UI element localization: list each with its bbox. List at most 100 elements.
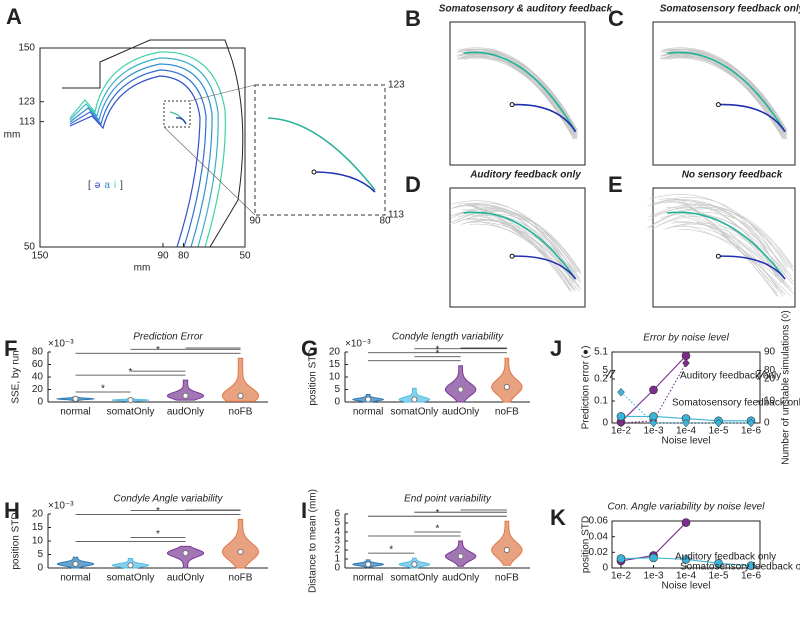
trajectory-sample xyxy=(461,51,575,136)
phonetic-label: [ə a i] xyxy=(88,180,123,191)
inset-trajectory xyxy=(267,117,376,191)
axis-break xyxy=(605,369,612,379)
trajectory-sample xyxy=(647,207,794,267)
chart-title: Prediction Error xyxy=(133,332,203,343)
y-multiplier: ×10⁻³ xyxy=(48,339,74,350)
chart-title: Condyle length variability xyxy=(392,332,504,343)
trajectory-sample xyxy=(652,199,780,272)
significance-label: * xyxy=(156,506,160,517)
violin xyxy=(444,365,477,403)
y-tick-label: 6 xyxy=(334,509,340,520)
phonetic-symbol: [ xyxy=(88,180,91,191)
y-axis-label: Prediction error (●) xyxy=(581,346,592,430)
x-tick-label: audOnly xyxy=(167,407,204,418)
plot-frame xyxy=(449,187,586,308)
y-axis-label: position STD xyxy=(581,516,592,573)
annotation: Auditory feedback only xyxy=(680,371,781,382)
median-marker xyxy=(411,561,418,568)
x-axis-label: Noise level xyxy=(662,436,711,447)
y-tick-label: 20 xyxy=(32,384,44,395)
start-point xyxy=(509,253,515,259)
trajectory-sample xyxy=(457,203,571,279)
significance-label: * xyxy=(156,529,160,540)
trajectory-sample xyxy=(653,206,787,272)
diamond-marker xyxy=(682,358,690,368)
annotation: Somatosensory feedback only xyxy=(680,562,800,573)
trajectory-sample xyxy=(659,198,777,278)
trajectory-sample xyxy=(664,222,794,282)
trajectory-sample xyxy=(661,51,786,132)
trajectory-sample xyxy=(678,229,794,295)
y-tick-label: 0 xyxy=(602,563,608,574)
median-marker xyxy=(365,561,372,568)
diamond-marker xyxy=(682,418,690,428)
y-tick-label: 40 xyxy=(32,372,44,383)
y-tick-label: 0 xyxy=(334,397,340,408)
y-tick-label: 2 xyxy=(334,545,340,556)
median-marker xyxy=(411,396,418,403)
median-marker xyxy=(365,396,372,403)
mean-trajectory xyxy=(718,255,786,280)
trajectory-sample xyxy=(456,51,577,131)
x-tick-label: 1e-5 xyxy=(708,426,728,437)
x-tick-label: 150 xyxy=(32,251,49,262)
median-marker xyxy=(237,392,244,399)
y-tick-label: 15 xyxy=(32,522,44,533)
x-tick-label: 1e-4 xyxy=(676,426,696,437)
panel-title: Auditory feedback only xyxy=(469,170,581,181)
plot-frame xyxy=(652,21,796,166)
significance-label: * xyxy=(156,345,160,356)
panel-letter: J xyxy=(550,336,562,361)
inset-trajectory xyxy=(313,171,376,193)
circle-marker xyxy=(649,385,658,395)
y-tick-label: 10 xyxy=(32,536,44,547)
median-marker xyxy=(72,395,79,402)
panel-letter: I xyxy=(301,498,307,523)
x-tick-label: noFB xyxy=(495,407,519,418)
panel-title: Somatosensory & auditory feedback xyxy=(439,4,613,15)
trajectory-sample xyxy=(653,200,780,273)
trajectory-sample xyxy=(453,209,577,276)
y-tick-label: 20 xyxy=(32,509,44,520)
phonetic-symbol: ə xyxy=(95,180,101,191)
y-tick-label: 50 xyxy=(24,242,36,253)
trajectory-sample xyxy=(649,194,777,269)
trajectory-sample xyxy=(668,56,787,140)
trajectory-sample xyxy=(663,49,784,134)
panel-letter: G xyxy=(301,336,318,361)
median-marker xyxy=(127,562,134,569)
x-tick-label: somatOnly xyxy=(107,407,155,418)
y-tick-label: 5.1 xyxy=(594,347,608,358)
median-marker xyxy=(503,546,510,554)
trajectory-sample xyxy=(469,214,576,291)
axis-break xyxy=(755,369,762,379)
trajectory-sample xyxy=(469,204,571,290)
median-marker xyxy=(457,553,464,560)
circle-marker xyxy=(714,558,723,568)
x-tick-label: somatOnly xyxy=(390,573,438,584)
y-tick-label: 80 xyxy=(32,347,44,358)
zoom-box xyxy=(163,100,191,128)
x-tick-label: 1e-3 xyxy=(643,571,663,582)
y-tick-label: 1 xyxy=(334,554,340,565)
y-tick-label: 60 xyxy=(32,359,44,370)
chart-title: Error by noise level xyxy=(643,333,729,344)
significance-label: * xyxy=(436,348,440,359)
palate-outline xyxy=(62,39,233,89)
median-marker xyxy=(182,392,189,399)
median-marker xyxy=(503,383,510,391)
panel-letter: D xyxy=(405,172,421,197)
violin xyxy=(398,387,431,403)
x-tick-label: 80 xyxy=(178,251,190,262)
y-axis-label: mm xyxy=(4,130,21,141)
panel-letter: C xyxy=(608,6,624,31)
y-tick-label: 10 xyxy=(329,372,341,383)
y-tick-label: 5 xyxy=(602,365,608,376)
panel-letter: B xyxy=(405,6,421,31)
y-axis-label: Distance to mean (mm) xyxy=(308,489,319,593)
x-tick-label: 1e-4 xyxy=(676,571,696,582)
trajectory-sample xyxy=(647,197,781,267)
x-tick-label: somatOnly xyxy=(390,407,438,418)
trajectory-sample xyxy=(660,212,788,279)
